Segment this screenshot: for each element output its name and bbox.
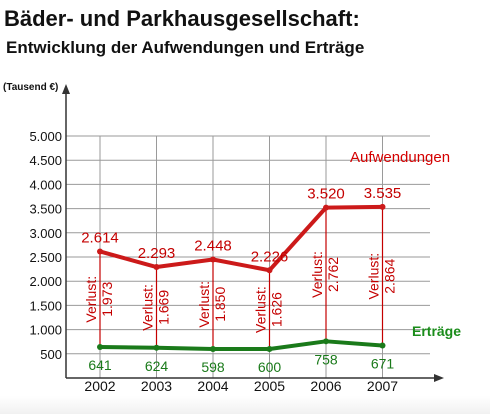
loss-annotations: Verlust:1.973 Verlust:1.669 Verlust:1.850 V… bbox=[83, 206, 398, 350]
loss-prefix: Verlust: bbox=[253, 286, 269, 333]
x-tick-label: 2004 bbox=[197, 378, 228, 394]
loss-annotation-2: Verlust:1.850 bbox=[196, 281, 228, 328]
y-tick-label: 1.000 bbox=[29, 323, 62, 338]
axes bbox=[62, 84, 444, 382]
chart-title: Bäder- und Parkhausgesellschaft: bbox=[4, 6, 360, 31]
legend-aufwendungen: Aufwendungen bbox=[350, 149, 450, 166]
line-aufwendungen-point-0 bbox=[97, 248, 103, 255]
bottom-shade bbox=[0, 396, 490, 414]
y-axis-arrow bbox=[62, 84, 70, 94]
line-aufwendungen-point-3 bbox=[266, 267, 273, 274]
x-tick-label: 2007 bbox=[367, 378, 398, 394]
loss-annotation-0: Verlust:1.973 bbox=[83, 276, 115, 323]
y-tick-label: 2.500 bbox=[29, 250, 62, 265]
loss-value: 2.762 bbox=[325, 257, 341, 292]
y-tick-label: 4.000 bbox=[29, 177, 62, 192]
y-tick-label: 1.500 bbox=[29, 298, 62, 313]
loss-value: 1.669 bbox=[156, 290, 172, 325]
loss-prefix: Verlust: bbox=[140, 284, 156, 331]
legend-ertraege: Erträge bbox=[412, 323, 461, 339]
data-labels: 2.614 2.293 2.448 2.226 3.520 3.535 641 624 598 6… bbox=[81, 185, 401, 375]
x-axis-arrow bbox=[434, 374, 444, 382]
data-label-aufwendungen: 2.448 bbox=[194, 238, 232, 255]
loss-prefix: Verlust: bbox=[366, 253, 382, 300]
data-label-ertraege: 641 bbox=[88, 357, 112, 373]
loss-value: 1.850 bbox=[212, 287, 228, 322]
y-tick-labels: 500 1.000 1.500 2.000 2.500 3.000 3.500 4.000 4.… bbox=[29, 129, 62, 362]
loss-prefix: Verlust: bbox=[196, 281, 212, 328]
y-tick-label: 5.000 bbox=[29, 129, 62, 144]
y-tick-label: 500 bbox=[40, 347, 62, 362]
loss-annotation-4: Verlust:2.762 bbox=[309, 251, 341, 298]
data-label-ertraege: 758 bbox=[314, 351, 338, 367]
y-axis-unit-label: (Tausend €) bbox=[3, 82, 59, 93]
data-label-ertraege: 671 bbox=[371, 356, 395, 372]
loss-value: 2.864 bbox=[382, 258, 398, 293]
line-aufwendungen bbox=[99, 204, 383, 273]
line-ertraege-point-5 bbox=[379, 342, 386, 349]
line-ertraege-point-4 bbox=[323, 338, 329, 345]
line-aufwendungen-point-5 bbox=[379, 203, 386, 210]
loss-annotation-1: Verlust:1.669 bbox=[140, 284, 172, 331]
x-tick-label: 2002 bbox=[84, 378, 115, 394]
loss-annotation-3: Verlust:1.626 bbox=[253, 286, 285, 333]
data-label-aufwendungen: 2.614 bbox=[81, 229, 119, 246]
line-aufwendungen-point-2 bbox=[210, 256, 216, 263]
y-tick-label: 3.000 bbox=[29, 226, 62, 241]
loss-annotation-5: Verlust:2.864 bbox=[366, 253, 398, 300]
chart-subtitle: Entwicklung der Aufwendungen und Erträge bbox=[6, 38, 365, 57]
data-label-aufwendungen: 2.293 bbox=[138, 245, 176, 262]
line-aufwendungen-point-1 bbox=[153, 264, 160, 271]
loss-prefix: Verlust: bbox=[83, 276, 99, 323]
y-tick-label: 3.500 bbox=[29, 202, 62, 217]
y-tick-label: 2.000 bbox=[29, 274, 62, 289]
x-tick-label: 2003 bbox=[141, 378, 172, 394]
x-tick-labels: 2002 2003 2004 2005 2006 2007 bbox=[84, 378, 398, 394]
data-label-ertraege: 624 bbox=[145, 358, 169, 374]
loss-prefix: Verlust: bbox=[309, 251, 325, 298]
data-label-aufwendungen: 3.520 bbox=[307, 186, 345, 203]
data-label-ertraege: 598 bbox=[201, 359, 225, 375]
line-ertraege-point-3 bbox=[266, 345, 273, 352]
line-ertraege-point-1 bbox=[153, 344, 160, 351]
series-lines bbox=[97, 203, 386, 353]
line-aufwendungen-point-4 bbox=[323, 204, 329, 211]
line-ertraege-point-0 bbox=[97, 343, 103, 350]
line-ertraege bbox=[99, 339, 383, 352]
line-ertraege-point-2 bbox=[210, 346, 216, 353]
data-label-aufwendungen: 3.535 bbox=[364, 185, 402, 202]
x-tick-label: 2005 bbox=[254, 378, 285, 394]
data-label-ertraege: 600 bbox=[258, 359, 282, 375]
loss-value: 1.626 bbox=[269, 292, 285, 327]
loss-value: 1.973 bbox=[99, 282, 115, 317]
y-tick-label: 4.500 bbox=[29, 153, 62, 168]
data-label-aufwendungen: 2.226 bbox=[251, 248, 289, 265]
x-tick-label: 2006 bbox=[310, 378, 341, 394]
